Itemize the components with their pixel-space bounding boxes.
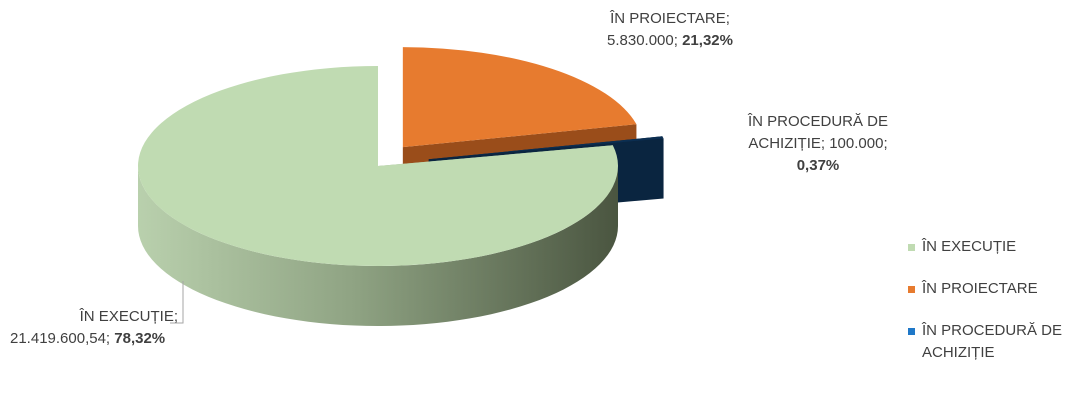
- data-label-name: ÎN PROCEDURĂ DE: [747, 113, 889, 130]
- pie-slice-2: [428, 136, 664, 160]
- leader-line: [170, 281, 184, 324]
- legend-item-in-executie: ÎN EXECUȚIE: [908, 236, 1086, 258]
- data-label-name: ÎN PROIECTARE;: [610, 10, 730, 27]
- pie-slice-side-0-0: [138, 166, 618, 326]
- data-label-percent: 21,32%: [682, 32, 733, 49]
- data-label-percent: 0,37%: [796, 157, 840, 174]
- legend-item-in-proiectare: ÎN PROIECTARE: [908, 278, 1086, 300]
- pie-slice-0: [138, 66, 618, 266]
- legend-swatch: [908, 286, 915, 293]
- data-label-percent: 78,32%: [114, 330, 166, 347]
- legend-swatch: [908, 244, 915, 251]
- legend-swatch: [908, 328, 915, 335]
- legend-label: ÎN EXECUȚIE: [922, 238, 1017, 255]
- legend-label-cont: ACHIZIȚIE: [922, 344, 995, 361]
- data-label-value: 21.419.600,54;: [10, 330, 111, 347]
- data-label-in-proiectare: ÎN PROIECTARE; 5.830.000; 21,32%: [570, 8, 770, 52]
- legend: ÎN EXECUȚIE ÎN PROIECTARE ÎN PROCEDURĂ D…: [908, 236, 1086, 384]
- data-label-value: 100.000;: [829, 135, 888, 152]
- data-label-in-procedura: ÎN PROCEDURĂ DE ACHIZIȚIE; 100.000; 0,37…: [718, 111, 918, 177]
- data-label-in-executie-value: 21.419.600,54; 78,32%: [10, 328, 165, 350]
- data-label-name-cont: ACHIZIȚIE;: [748, 135, 826, 152]
- legend-item-in-procedura: ÎN PROCEDURĂ DE ACHIZIȚIE: [908, 320, 1086, 364]
- legend-label: ÎN PROIECTARE: [922, 280, 1038, 297]
- pie-slice-1: [402, 47, 637, 148]
- data-label-in-executie: ÎN EXECUȚIE;: [79, 308, 178, 325]
- data-label-value: 5.830.000;: [607, 32, 678, 49]
- legend-label: ÎN PROCEDURĂ DE: [922, 322, 1063, 339]
